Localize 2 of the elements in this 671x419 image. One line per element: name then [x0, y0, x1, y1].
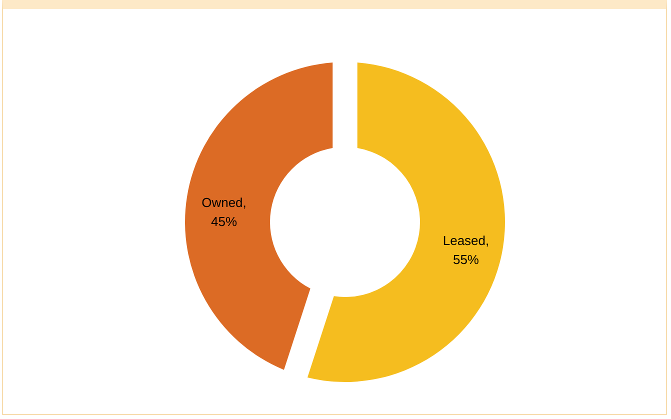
slice-label: Leased, 55% [442, 233, 490, 268]
slice-label: Owned, 45% [202, 194, 246, 229]
